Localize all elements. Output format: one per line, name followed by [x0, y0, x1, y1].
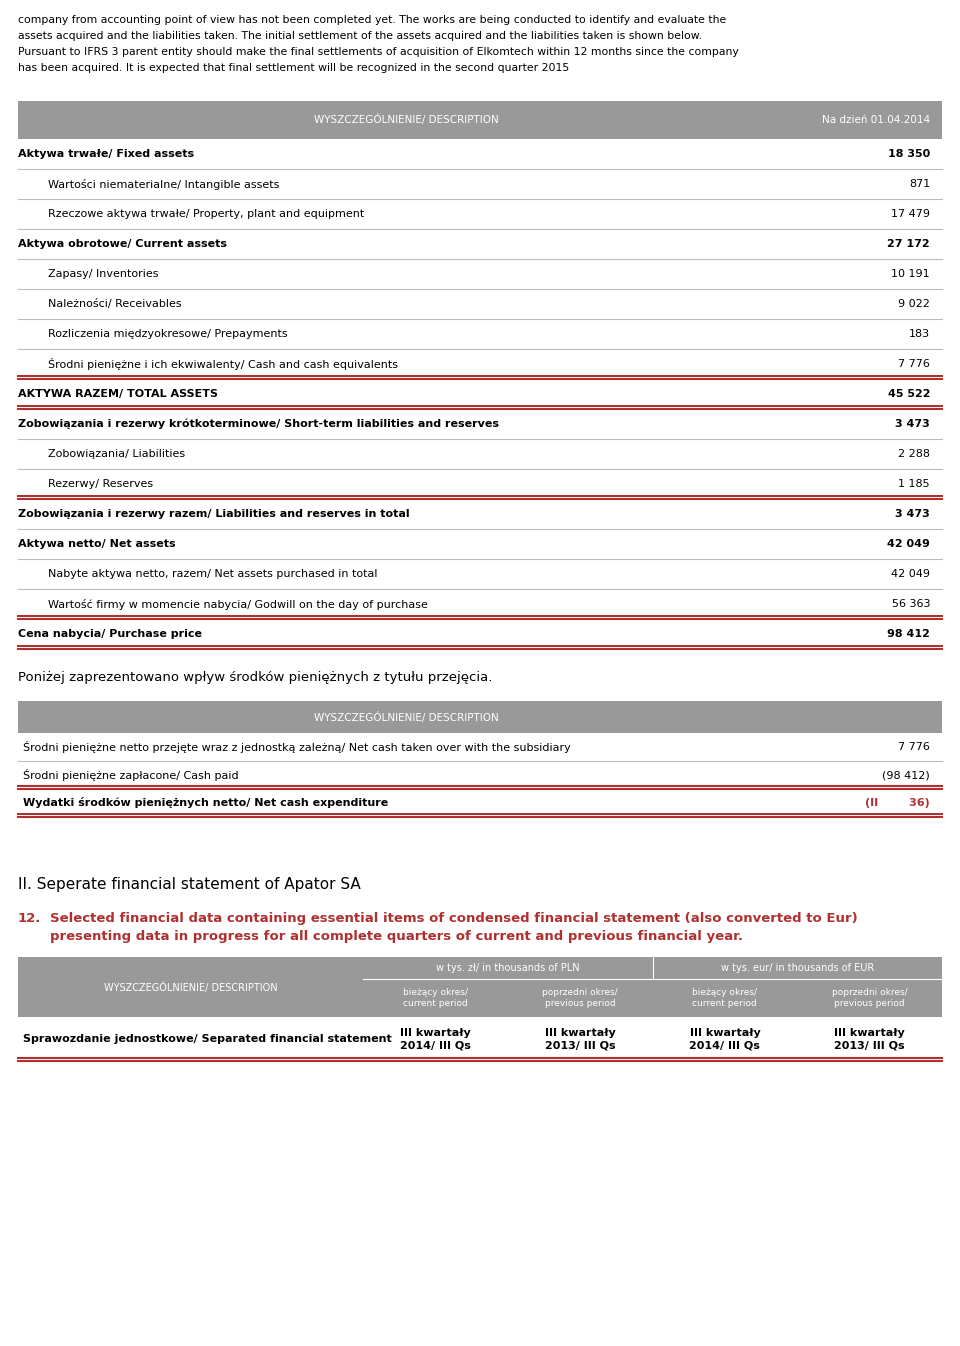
Bar [18, 760, 942, 789]
Bar [18, 229, 942, 258]
Text: 7 776: 7 776 [899, 359, 930, 369]
Text: assets acquired and the liabilities taken. The initial settlement of the assets : assets acquired and the liabilities take… [18, 31, 702, 40]
Text: poprzedni okres/
previous period: poprzedni okres/ previous period [831, 988, 907, 1008]
Text: 2 288: 2 288 [898, 450, 930, 459]
Text: 183: 183 [909, 328, 930, 339]
Text: Środni pieniężne zapłacone/ Cash paid: Środni pieniężne zapłacone/ Cash paid [23, 769, 239, 781]
Text: has been acquired. It is expected that final settlement will be recognized in th: has been acquired. It is expected that f… [18, 63, 569, 73]
Text: 17 479: 17 479 [891, 209, 930, 219]
Text: Sprawozdanie jednostkowe/ Separated financial statement: Sprawozdanie jednostkowe/ Separated fina… [23, 1034, 392, 1044]
Text: III kwartały
2013/ III Qs: III kwartały 2013/ III Qs [544, 1028, 615, 1050]
Text: Środni pieniężne netto przejęte wraz z jednostką zależną/ Net cash taken over wi: Środni pieniężne netto przejęte wraz z j… [23, 742, 571, 752]
Text: Wydatki środków pieniężnych netto/ Net cash expenditure: Wydatki środków pieniężnych netto/ Net c… [23, 797, 388, 809]
Text: 45 522: 45 522 [887, 389, 930, 398]
Text: 98 412: 98 412 [887, 629, 930, 639]
Bar [18, 289, 942, 319]
Text: Aktywa trwałe/ Fixed assets: Aktywa trwałe/ Fixed assets [18, 149, 194, 159]
Bar [18, 139, 942, 170]
Text: WYSZCZEGÓLNIENIE/ DESCRIPTION: WYSZCZEGÓLNIENIE/ DESCRIPTION [314, 712, 498, 723]
Text: 12.: 12. [18, 913, 41, 925]
Text: w tys. eur/ in thousands of EUR: w tys. eur/ in thousands of EUR [721, 962, 874, 973]
Bar [18, 734, 942, 760]
Text: 27 172: 27 172 [887, 240, 930, 249]
Text: 9 022: 9 022 [899, 299, 930, 310]
Bar [18, 701, 942, 734]
Text: (98 412): (98 412) [882, 770, 930, 779]
Text: (II        36): (II 36) [865, 798, 930, 808]
Text: Poniżej zaprezentowano wpływ środków pieniężnych z tytułu przejęcia.: Poniżej zaprezentowano wpływ środków pie… [18, 672, 492, 684]
Text: presenting data in progress for all complete quarters of current and previous fi: presenting data in progress for all comp… [50, 930, 743, 944]
Bar [18, 258, 942, 289]
Text: Rezerwy/ Reserves: Rezerwy/ Reserves [48, 479, 154, 489]
Text: 3 473: 3 473 [896, 509, 930, 520]
Bar [18, 619, 942, 649]
Text: Rozliczenia międzyokresowe/ Prepayments: Rozliczenia międzyokresowe/ Prepayments [48, 328, 288, 339]
Text: AKTYWA RAZEM/ TOTAL ASSETS: AKTYWA RAZEM/ TOTAL ASSETS [18, 389, 218, 398]
Text: Należności/ Receivables: Należności/ Receivables [48, 299, 181, 310]
Text: poprzedni okres/
previous period: poprzedni okres/ previous period [542, 988, 618, 1008]
Bar [18, 101, 942, 139]
Bar [18, 957, 942, 1018]
Bar [18, 559, 942, 590]
Text: Pursuant to IFRS 3 parent entity should make the final settlements of acquisitio: Pursuant to IFRS 3 parent entity should … [18, 47, 739, 57]
Text: 56 363: 56 363 [892, 599, 930, 608]
Bar [18, 349, 942, 380]
Bar [18, 380, 942, 409]
Text: 42 049: 42 049 [887, 538, 930, 549]
Text: 1 185: 1 185 [899, 479, 930, 489]
Text: II. Seperate financial statement of Apator SA: II. Seperate financial statement of Apat… [18, 878, 361, 892]
Bar [18, 170, 942, 199]
Text: WYSZCZEGÓLNIENIE/ DESCRIPTION: WYSZCZEGÓLNIENIE/ DESCRIPTION [104, 981, 277, 992]
Text: Na dzień 01.04.2014: Na dzień 01.04.2014 [822, 114, 930, 125]
Bar [18, 468, 942, 499]
Text: Wartości niematerialne/ Intangible assets: Wartości niematerialne/ Intangible asset… [48, 179, 279, 190]
Bar [18, 439, 942, 468]
Bar [18, 499, 942, 529]
Text: III kwartały
2013/ III Qs: III kwartały 2013/ III Qs [834, 1028, 905, 1050]
Text: Selected financial data containing essential items of condensed financial statem: Selected financial data containing essen… [50, 913, 857, 925]
Text: Aktywa netto/ Net assets: Aktywa netto/ Net assets [18, 538, 176, 549]
Text: Wartość firmy w momencie nabycia/ Godwill on the day of purchase: Wartość firmy w momencie nabycia/ Godwil… [48, 599, 428, 610]
Text: Nabyte aktywa netto, razem/ Net assets purchased in total: Nabyte aktywa netto, razem/ Net assets p… [48, 569, 377, 579]
Text: 18 350: 18 350 [888, 149, 930, 159]
Text: Zobowiązania i rezerwy krótkoterminowe/ Short-term liabilities and reserves: Zobowiązania i rezerwy krótkoterminowe/ … [18, 419, 499, 429]
Text: 7 776: 7 776 [899, 742, 930, 752]
Bar [18, 199, 942, 229]
Text: Zobowiązania/ Liabilities: Zobowiązania/ Liabilities [48, 450, 185, 459]
Bar [18, 1018, 942, 1061]
Text: Środni pieniężne i ich ekwiwalenty/ Cash and cash equivalents: Środni pieniężne i ich ekwiwalenty/ Cash… [48, 358, 398, 370]
Text: bieżący okres/
current period: bieżący okres/ current period [403, 988, 468, 1008]
Text: Zapasy/ Inventories: Zapasy/ Inventories [48, 269, 158, 279]
Text: 42 049: 42 049 [891, 569, 930, 579]
Text: III kwartały
2014/ III Qs: III kwartały 2014/ III Qs [689, 1028, 760, 1050]
Text: Rzeczowe aktywa trwałe/ Property, plant and equipment: Rzeczowe aktywa trwałe/ Property, plant … [48, 209, 364, 219]
Bar [18, 529, 942, 559]
Text: 871: 871 [909, 179, 930, 188]
Bar [18, 319, 942, 349]
Text: bieżący okres/
current period: bieżący okres/ current period [692, 988, 757, 1008]
Text: company from accounting point of view has not been completed yet. The works are : company from accounting point of view ha… [18, 15, 727, 26]
Text: Cena nabycia/ Purchase price: Cena nabycia/ Purchase price [18, 629, 202, 639]
Bar [18, 789, 942, 817]
Bar [18, 409, 942, 439]
Text: Aktywa obrotowe/ Current assets: Aktywa obrotowe/ Current assets [18, 240, 227, 249]
Text: WYSZCZEGÓLNIENIE/ DESCRIPTION: WYSZCZEGÓLNIENIE/ DESCRIPTION [314, 114, 498, 125]
Bar [18, 590, 942, 619]
Text: 3 473: 3 473 [896, 419, 930, 429]
Text: 10 191: 10 191 [892, 269, 930, 279]
Text: III kwartały
2014/ III Qs: III kwartały 2014/ III Qs [400, 1028, 470, 1050]
Text: w tys. zł/ in thousands of PLN: w tys. zł/ in thousands of PLN [436, 962, 580, 973]
Text: Zobowiązania i rezerwy razem/ Liabilities and reserves in total: Zobowiązania i rezerwy razem/ Liabilitie… [18, 509, 410, 520]
